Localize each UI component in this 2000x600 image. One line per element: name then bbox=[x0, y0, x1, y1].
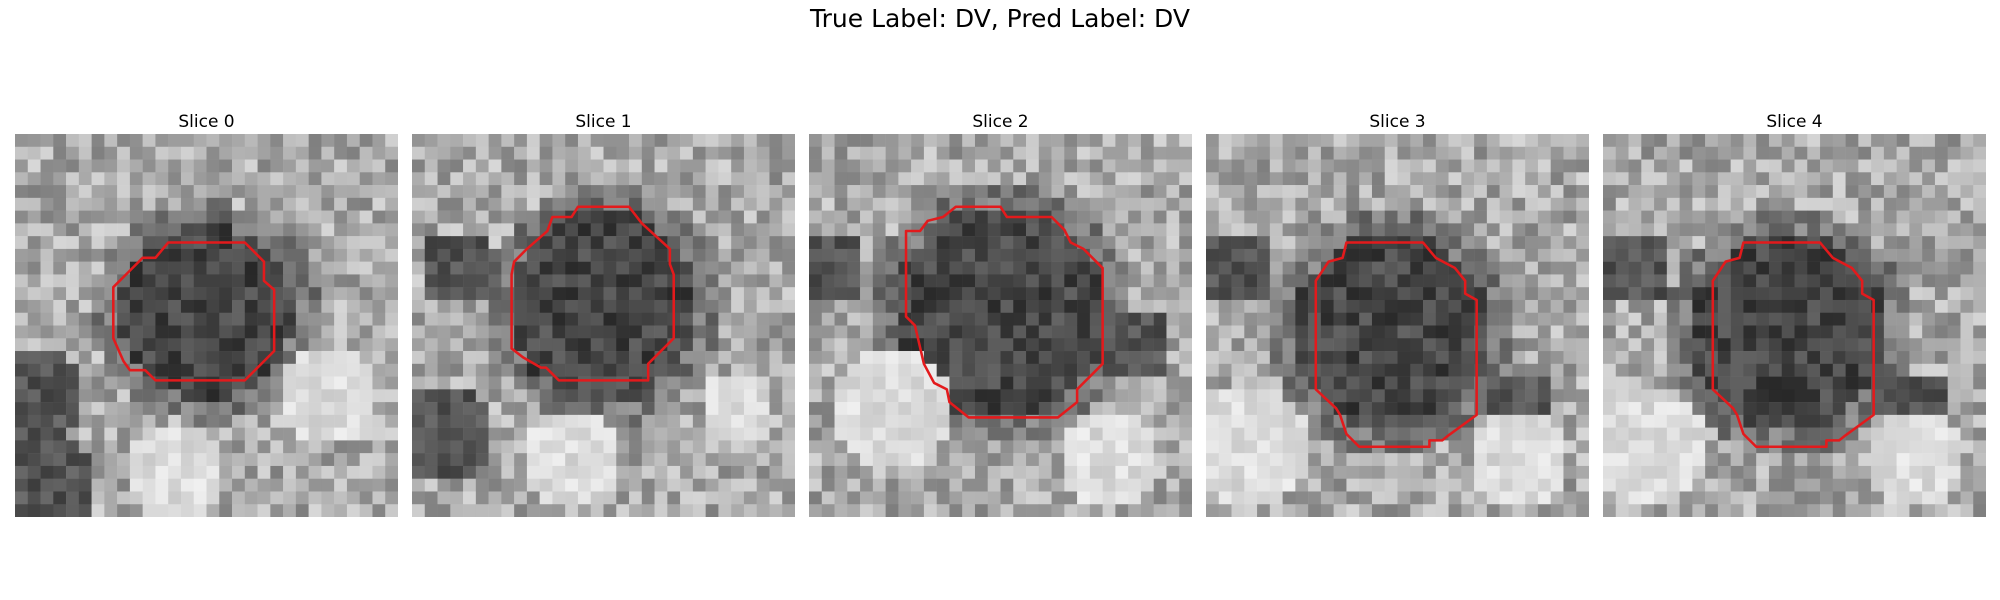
slice-title-1: Slice 1 bbox=[575, 112, 632, 132]
slice-title-0: Slice 0 bbox=[178, 112, 235, 132]
slice-title-2: Slice 2 bbox=[972, 112, 1029, 132]
slice-image-3 bbox=[1206, 134, 1589, 517]
slice-panel-3: Slice 3 bbox=[1206, 110, 1589, 517]
contour-outline bbox=[1314, 241, 1478, 449]
slice-title-4: Slice 4 bbox=[1766, 112, 1823, 132]
contour-outline bbox=[112, 241, 276, 382]
slice-image-0 bbox=[15, 134, 398, 517]
figure-title: True Label: DV, Pred Label: DV bbox=[810, 4, 1190, 33]
slice-panel-1: Slice 1 bbox=[412, 110, 795, 517]
slice-image-2 bbox=[809, 134, 1192, 517]
slice-image-4 bbox=[1603, 134, 1986, 517]
slice-panel-2: Slice 2 bbox=[809, 110, 1192, 517]
contour-outline bbox=[1711, 241, 1875, 449]
contour-outline bbox=[510, 205, 675, 382]
slice-panel-4: Slice 4 bbox=[1603, 110, 1986, 517]
slice-title-3: Slice 3 bbox=[1369, 112, 1426, 132]
slice-panel-0: Slice 0 bbox=[15, 110, 398, 517]
slice-image-1 bbox=[412, 134, 795, 517]
contour-outline bbox=[904, 205, 1104, 419]
